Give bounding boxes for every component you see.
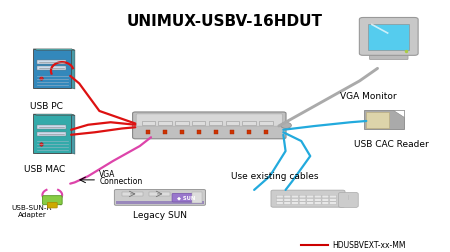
FancyBboxPatch shape [307, 195, 314, 198]
FancyBboxPatch shape [299, 202, 306, 204]
FancyBboxPatch shape [360, 17, 418, 55]
FancyBboxPatch shape [42, 196, 62, 205]
FancyBboxPatch shape [33, 49, 72, 88]
FancyBboxPatch shape [276, 202, 283, 204]
FancyBboxPatch shape [142, 121, 155, 125]
Text: ◆ SUN: ◆ SUN [177, 195, 195, 200]
FancyBboxPatch shape [158, 121, 172, 125]
FancyBboxPatch shape [192, 121, 206, 125]
FancyBboxPatch shape [366, 112, 388, 128]
FancyBboxPatch shape [37, 50, 75, 89]
Text: USB MAC: USB MAC [24, 165, 66, 174]
FancyBboxPatch shape [47, 202, 57, 208]
FancyBboxPatch shape [175, 121, 189, 125]
FancyBboxPatch shape [315, 195, 321, 198]
FancyBboxPatch shape [225, 121, 239, 125]
FancyBboxPatch shape [315, 202, 321, 204]
FancyBboxPatch shape [136, 114, 283, 126]
FancyBboxPatch shape [243, 121, 256, 125]
FancyBboxPatch shape [114, 190, 206, 205]
FancyBboxPatch shape [292, 198, 298, 201]
FancyBboxPatch shape [369, 24, 409, 50]
Text: UNIMUX-USBV-16HDUT: UNIMUX-USBV-16HDUT [127, 14, 323, 29]
Polygon shape [33, 114, 75, 115]
FancyBboxPatch shape [122, 192, 144, 196]
FancyBboxPatch shape [259, 121, 273, 125]
FancyBboxPatch shape [37, 60, 66, 64]
Text: HDUSBVEXT-xx-MM: HDUSBVEXT-xx-MM [333, 241, 406, 249]
FancyBboxPatch shape [284, 202, 291, 204]
FancyBboxPatch shape [307, 198, 314, 201]
FancyBboxPatch shape [33, 114, 72, 153]
FancyBboxPatch shape [276, 198, 283, 201]
Polygon shape [33, 49, 75, 50]
Text: VGA Monitor: VGA Monitor [340, 92, 397, 101]
FancyBboxPatch shape [193, 192, 202, 203]
FancyBboxPatch shape [299, 198, 306, 201]
FancyBboxPatch shape [284, 198, 291, 201]
FancyBboxPatch shape [307, 202, 314, 204]
FancyBboxPatch shape [172, 194, 199, 202]
FancyBboxPatch shape [329, 202, 336, 204]
Text: VGA: VGA [99, 170, 116, 179]
FancyBboxPatch shape [37, 132, 66, 136]
FancyBboxPatch shape [37, 115, 75, 154]
Polygon shape [378, 50, 400, 57]
FancyBboxPatch shape [299, 195, 306, 198]
FancyBboxPatch shape [322, 198, 328, 201]
FancyBboxPatch shape [37, 125, 66, 129]
FancyBboxPatch shape [329, 195, 336, 198]
FancyBboxPatch shape [292, 202, 298, 204]
Text: USB-SUN-R
Adapter: USB-SUN-R Adapter [12, 205, 52, 218]
Text: USB CAC Reader: USB CAC Reader [354, 140, 428, 149]
FancyBboxPatch shape [315, 198, 321, 201]
Text: Use existing cables: Use existing cables [230, 172, 318, 181]
FancyBboxPatch shape [276, 195, 283, 198]
Text: Legacy SUN: Legacy SUN [133, 211, 187, 220]
FancyBboxPatch shape [364, 110, 405, 129]
Text: Connection: Connection [99, 177, 143, 186]
Polygon shape [72, 49, 75, 89]
FancyBboxPatch shape [116, 201, 204, 204]
FancyBboxPatch shape [209, 121, 222, 125]
Polygon shape [393, 110, 405, 117]
FancyBboxPatch shape [329, 198, 336, 201]
FancyBboxPatch shape [338, 193, 358, 207]
FancyBboxPatch shape [37, 66, 66, 70]
Polygon shape [72, 114, 75, 154]
Text: USB PC: USB PC [30, 102, 63, 111]
FancyBboxPatch shape [322, 202, 328, 204]
FancyBboxPatch shape [133, 112, 286, 139]
Circle shape [281, 122, 292, 128]
FancyBboxPatch shape [284, 195, 291, 198]
FancyBboxPatch shape [292, 195, 298, 198]
FancyBboxPatch shape [271, 190, 345, 207]
FancyBboxPatch shape [149, 192, 170, 196]
FancyBboxPatch shape [369, 55, 408, 59]
FancyBboxPatch shape [322, 195, 328, 198]
